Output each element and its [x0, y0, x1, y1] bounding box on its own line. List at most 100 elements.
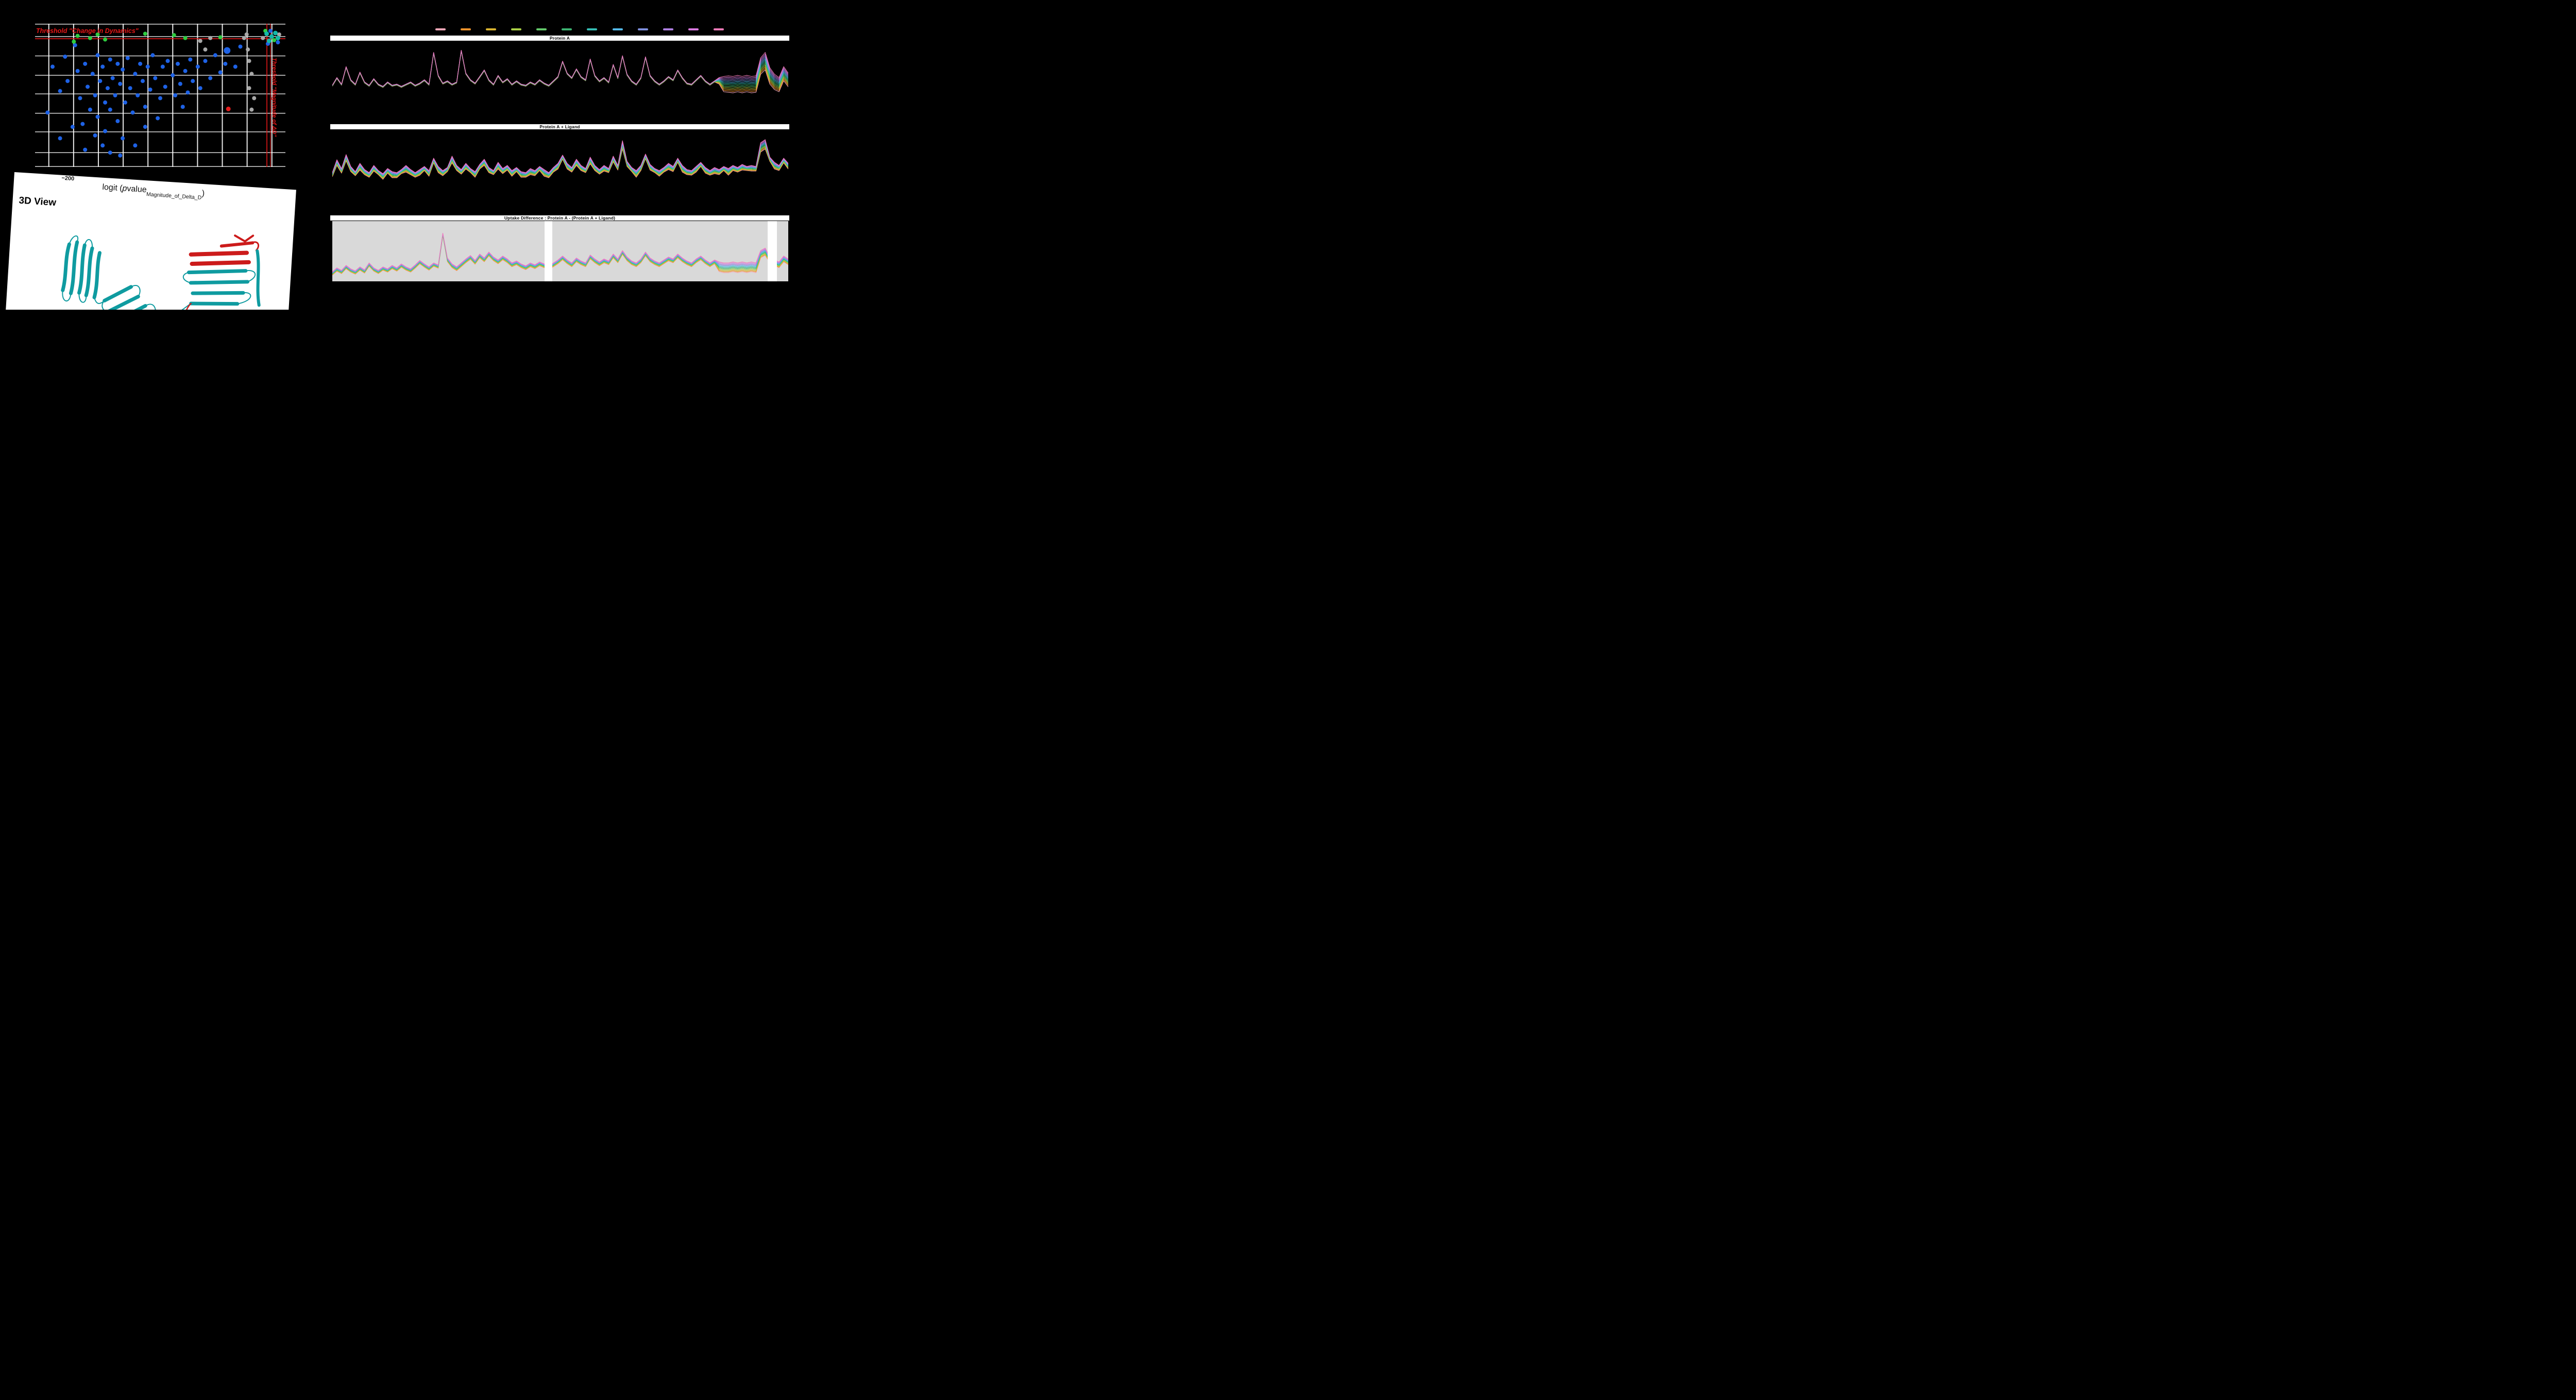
scatter-point-no-significant-change[interactable]	[65, 79, 70, 83]
scatter-point-no-significant-change[interactable]	[276, 40, 280, 45]
scatter-point-no-significant-change[interactable]	[58, 89, 62, 93]
scatter-point-excluded-gray[interactable]	[198, 39, 202, 43]
scatter-point-no-significant-change[interactable]	[183, 69, 188, 73]
scatter-point-no-significant-change[interactable]	[100, 143, 105, 148]
legend-swatch[interactable]	[536, 28, 547, 31]
scatter-point-no-significant-change[interactable]	[218, 70, 223, 75]
scatter-point-no-significant-change[interactable]	[118, 153, 123, 158]
uptake-series-line[interactable]	[332, 49, 788, 87]
uptake-series-line[interactable]	[332, 233, 788, 272]
scatter-point-no-significant-change[interactable]	[203, 59, 208, 63]
scatter-point-excluded-gray[interactable]	[208, 36, 213, 40]
scatter-point-no-significant-change[interactable]	[95, 53, 100, 58]
legend-swatch[interactable]	[435, 28, 446, 31]
scatter-point-no-significant-change[interactable]	[198, 86, 202, 91]
legend-swatch[interactable]	[663, 28, 673, 31]
scatter-point-no-significant-change[interactable]	[113, 93, 117, 97]
scatter-point-no-significant-change[interactable]	[123, 100, 127, 105]
scatter-point-no-significant-change[interactable]	[238, 44, 243, 49]
scatter-point-no-significant-change[interactable]	[133, 72, 138, 76]
scatter-point-no-significant-change[interactable]	[178, 81, 182, 86]
scatter-point-no-significant-change[interactable]	[86, 85, 90, 89]
scatter-point-no-significant-change[interactable]	[165, 59, 170, 63]
scatter-point-no-significant-change[interactable]	[90, 72, 95, 76]
scatter-point-excluded-gray[interactable]	[247, 59, 251, 63]
scatter-point-no-significant-change[interactable]	[213, 53, 217, 58]
scatter-point-no-significant-change[interactable]	[163, 85, 167, 89]
scatter-point-no-significant-change[interactable]	[115, 61, 120, 66]
scatter-point-significant-green[interactable]	[72, 39, 76, 44]
scatter-point-no-significant-change[interactable]	[185, 90, 190, 95]
3d-view-card[interactable]: −200 logit (pvalueMagnitude_of_Delta_D) …	[5, 172, 296, 310]
scatter-point-excluded-gray[interactable]	[203, 47, 208, 52]
scatter-point-no-significant-change[interactable]	[125, 56, 130, 60]
uptake-series-line[interactable]	[332, 139, 788, 174]
scatter-point-no-significant-change[interactable]	[75, 69, 80, 73]
scatter-point-no-significant-change[interactable]	[223, 61, 228, 66]
scatter-point-no-significant-change[interactable]	[105, 86, 110, 91]
scatter-point-no-significant-change[interactable]	[121, 67, 125, 72]
scatter-point-no-significant-change[interactable]	[156, 116, 160, 121]
scatter-point-no-significant-change[interactable]	[133, 143, 138, 148]
legend-swatch[interactable]	[637, 28, 648, 31]
scatter-point-significant-green[interactable]	[75, 33, 80, 38]
scatter-point-no-significant-change[interactable]	[135, 93, 140, 97]
scatter-point-no-significant-change[interactable]	[140, 79, 145, 83]
scatter-point-highlight-red[interactable]	[226, 106, 231, 111]
scatter-point-significant-green[interactable]	[143, 31, 147, 36]
legend-swatch[interactable]	[461, 28, 471, 31]
uptake-chart-protein-a-ligand[interactable]	[332, 130, 788, 193]
scatter-point-no-significant-change[interactable]	[128, 86, 132, 91]
scatter-point-excluded-gray[interactable]	[242, 36, 246, 40]
scatter-point-cluster-teal[interactable]	[264, 31, 269, 36]
legend-swatch[interactable]	[612, 28, 623, 31]
scatter-point-no-significant-change[interactable]	[98, 79, 103, 83]
scatter-point-significant-green[interactable]	[218, 35, 223, 40]
scatter-point-no-significant-change[interactable]	[80, 122, 85, 126]
scatter-point-no-significant-change[interactable]	[118, 81, 123, 86]
scatter-point-no-significant-change[interactable]	[108, 107, 112, 112]
scatter-point-no-significant-change[interactable]	[173, 93, 178, 97]
uptake-difference-chart[interactable]	[332, 221, 788, 281]
scatter-point-no-significant-change[interactable]	[121, 136, 125, 141]
scatter-point-no-significant-change[interactable]	[88, 107, 92, 112]
scatter-point-no-significant-change[interactable]	[95, 114, 100, 119]
scatter-point-excluded-gray[interactable]	[249, 72, 254, 76]
scatter-point-no-significant-change[interactable]	[150, 53, 155, 58]
protein-structure[interactable]	[25, 213, 279, 310]
legend-swatch[interactable]	[486, 28, 497, 31]
scatter-point-no-significant-change[interactable]	[78, 96, 82, 100]
scatter-point-no-significant-change[interactable]	[233, 64, 238, 69]
scatter-point-significant-green[interactable]	[103, 37, 108, 42]
scatter-point-no-significant-change[interactable]	[100, 64, 105, 69]
scatter-point-no-significant-change[interactable]	[103, 129, 108, 133]
scatter-point-significant-green[interactable]	[88, 36, 92, 40]
scatter-point-cluster-teal[interactable]	[269, 34, 274, 39]
scatter-point-significant-green[interactable]	[95, 32, 100, 37]
scatter-point-excluded-gray[interactable]	[277, 32, 281, 37]
scatter-point-significant-green[interactable]	[172, 33, 176, 38]
scatter-point-no-significant-change[interactable]	[50, 64, 55, 69]
legend-swatch[interactable]	[688, 28, 699, 31]
scatter-point-no-significant-change[interactable]	[108, 57, 112, 62]
scatter-point-cluster-teal[interactable]	[275, 36, 280, 41]
legend-swatch[interactable]	[713, 28, 724, 31]
scatter-point-no-significant-change[interactable]	[268, 28, 273, 33]
scatter-point-significant-green[interactable]	[272, 38, 277, 42]
scatter-point-excluded-gray[interactable]	[249, 107, 254, 112]
scatter-point-no-significant-change[interactable]	[176, 61, 180, 66]
scatter-point-no-significant-change[interactable]	[108, 150, 112, 155]
scatter-point-cluster-teal[interactable]	[266, 38, 272, 43]
scatter-point-no-significant-change[interactable]	[153, 76, 158, 80]
scatter-point-no-significant-change[interactable]	[70, 125, 75, 129]
scatter-point-no-significant-change[interactable]	[208, 76, 213, 80]
scatter-point-no-significant-change[interactable]	[188, 57, 193, 62]
scatter-point-no-significant-change[interactable]	[93, 133, 97, 138]
scatter-point-no-significant-change[interactable]	[83, 61, 88, 66]
scatter-point-no-significant-change[interactable]	[58, 136, 62, 141]
scatter-point-significant-green[interactable]	[183, 36, 188, 40]
scatter-point-no-significant-change[interactable]	[195, 64, 200, 69]
scatter-point-large-blue[interactable]	[224, 47, 231, 54]
scatter-point-no-significant-change[interactable]	[160, 64, 165, 69]
scatter-point-cluster-teal[interactable]	[273, 30, 278, 36]
